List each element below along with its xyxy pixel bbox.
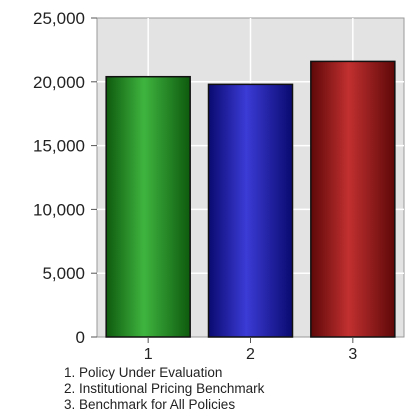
legend: 1. Policy Under Evaluation 2. Institutio… — [64, 365, 264, 413]
x-tick-label: 2 — [246, 346, 255, 363]
y-tick-label: 10,000 — [33, 200, 85, 219]
bar-1 — [105, 75, 191, 338]
y-axis: 0 5,000 10,000 15,000 20,000 25,000 — [33, 9, 97, 347]
y-tick-label: 15,000 — [33, 137, 85, 156]
legend-item-1: 1. Policy Under Evaluation — [64, 365, 223, 380]
x-tick-label: 1 — [144, 346, 153, 363]
legend-item-3: 3. Benchmark for All Policies — [64, 397, 236, 412]
bar-2 — [207, 83, 294, 338]
bars — [105, 60, 396, 338]
legend-item-2: 2. Institutional Pricing Benchmark — [64, 381, 265, 396]
y-tick-label: 5,000 — [42, 264, 85, 283]
x-tick-label: 3 — [348, 346, 357, 363]
x-axis: 1 2 3 — [144, 337, 357, 363]
y-tick-label: 25,000 — [33, 9, 85, 28]
bar-3 — [310, 60, 396, 338]
y-tick-label: 20,000 — [33, 73, 85, 92]
y-tick-label: 0 — [76, 328, 85, 347]
